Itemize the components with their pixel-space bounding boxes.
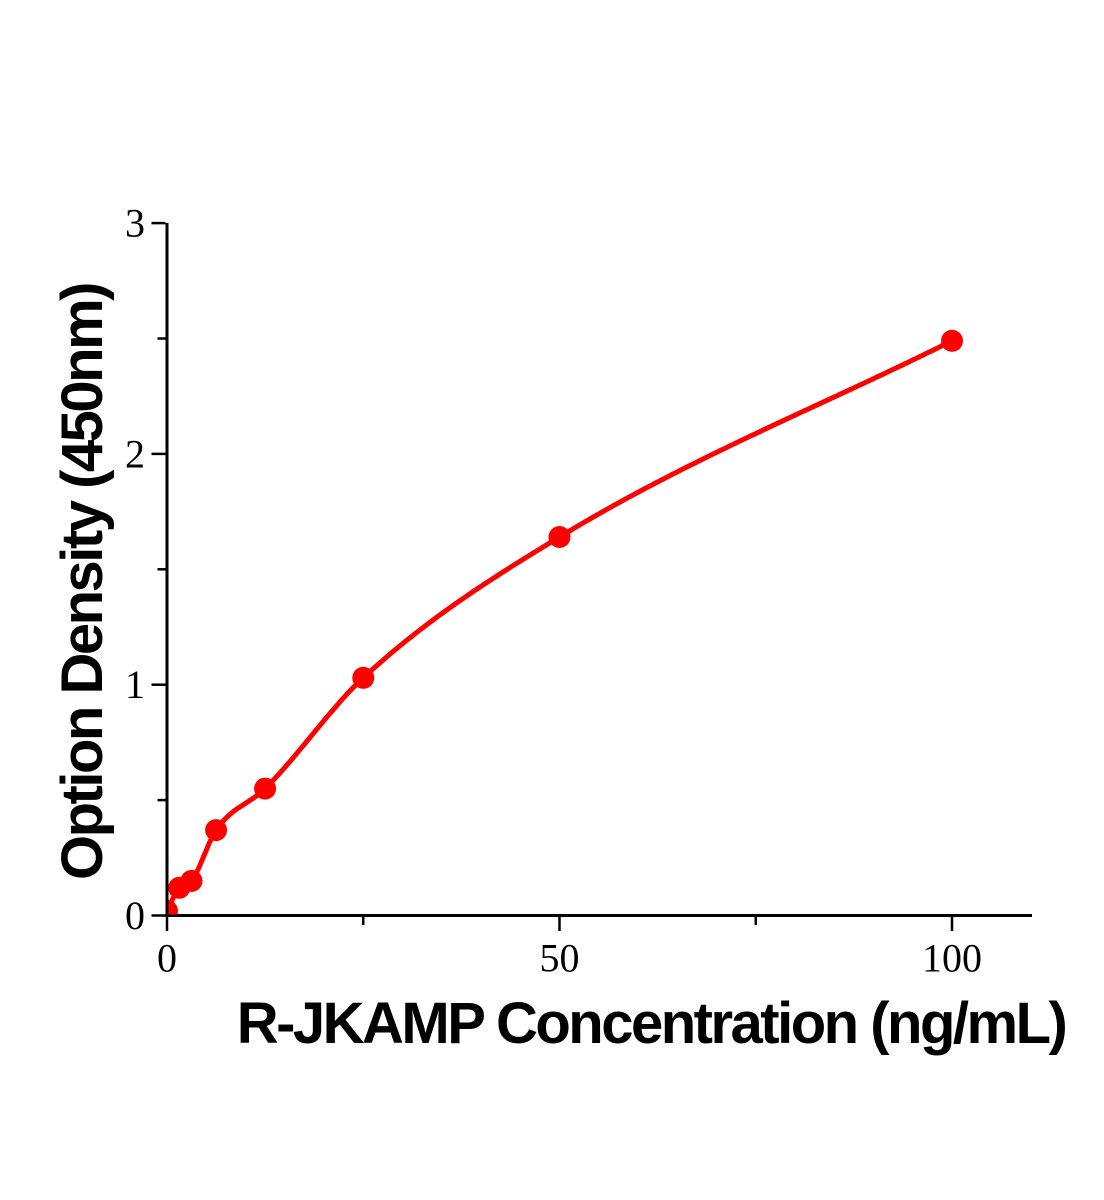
- data-point: [352, 666, 375, 689]
- x-tick-label: 100: [922, 936, 982, 981]
- data-points: [168, 329, 963, 915]
- standard-curve-line: [168, 338, 955, 913]
- x-axis-title: R-JKAMP Concentration (ng/mL): [237, 991, 1066, 1056]
- y-tick-label: 2: [125, 431, 145, 476]
- x-tick-label: 50: [540, 936, 580, 981]
- data-point: [180, 869, 203, 892]
- data-point: [548, 526, 571, 548]
- x-axis: 0 50 100: [157, 914, 1032, 981]
- fitted-curve: [168, 338, 955, 913]
- y-axis-title: Option Density (450nm): [50, 284, 115, 880]
- y-tick-label: 3: [125, 201, 145, 246]
- y-tick-label: 1: [125, 662, 145, 707]
- y-axis: 0 1 2 3: [125, 201, 169, 938]
- data-point: [254, 777, 277, 800]
- x-tick-label: 0: [157, 936, 177, 981]
- y-tick-label: 0: [125, 893, 145, 938]
- data-point: [168, 900, 178, 915]
- data-point: [205, 819, 228, 842]
- data-point: [941, 329, 963, 352]
